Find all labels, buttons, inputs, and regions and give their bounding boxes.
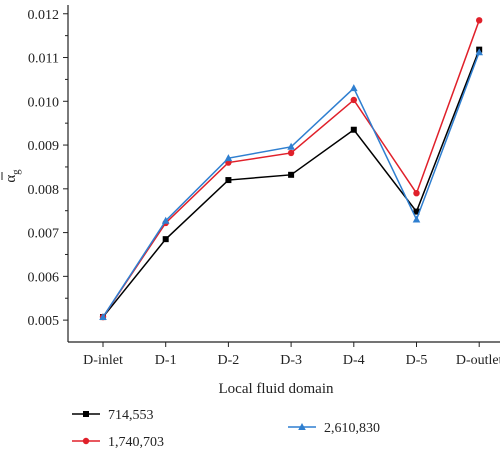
series-line	[102, 49, 480, 318]
legend-label: 714,553	[108, 408, 154, 423]
legend-label: 1,740,703	[108, 435, 164, 450]
legend-item: 1,740,703	[72, 435, 164, 450]
y-axis-title: αg	[1, 169, 22, 183]
legend-item: 2,610,830	[288, 421, 380, 436]
data-point	[224, 154, 233, 162]
y-tick-label: 0.009	[28, 139, 60, 154]
x-tick-label: D-1	[155, 353, 177, 368]
x-tick-label: D-inlet	[83, 353, 123, 368]
data-point	[350, 84, 358, 92]
y-tick-label: 0.005	[28, 314, 60, 329]
y-tick-label: 0.007	[28, 227, 60, 242]
y-ticks: 0.005 0.006 0.007 0.008 0.009 0.010 0.011 0.012	[28, 8, 68, 329]
data-point	[350, 96, 357, 104]
legend-marker	[82, 437, 90, 445]
y-tick-label: 0.006	[28, 270, 60, 285]
data-point	[225, 177, 232, 184]
series-1	[99, 17, 483, 321]
y-axis-title-base: α	[3, 175, 19, 183]
y-tick-label: 0.010	[28, 95, 60, 110]
data-point	[413, 189, 420, 197]
x-tick-label: D-2	[218, 353, 240, 368]
legend: 714,553 1,740,703 2,610,830	[72, 408, 380, 450]
y-axis-title-sub: g	[10, 169, 22, 175]
series-0	[100, 46, 483, 321]
y-tick-label: 0.012	[28, 8, 60, 23]
data-point	[161, 216, 170, 224]
y-tick-label: 0.008	[28, 183, 60, 198]
data-point	[475, 48, 483, 56]
data-point	[288, 171, 295, 178]
svg-text:αg: αg	[3, 169, 22, 183]
x-tick-label: D-3	[280, 353, 302, 368]
data-point	[413, 208, 420, 215]
data-point	[287, 142, 295, 150]
series-line	[102, 52, 480, 318]
data-point	[99, 313, 107, 321]
data-point	[162, 236, 169, 243]
x-axis-title: Local fluid domain	[219, 381, 334, 397]
series-line	[102, 20, 480, 318]
legend-marker	[298, 423, 306, 430]
data-point	[476, 17, 483, 24]
legend-label: 2,610,830	[324, 421, 380, 436]
data-point	[412, 215, 421, 223]
series-2	[99, 48, 483, 321]
y-tick-label: 0.011	[28, 52, 59, 67]
x-tick-label: D-outlet	[456, 353, 500, 368]
data-point	[350, 126, 357, 133]
plot-area: 0.005 0.006 0.007 0.008 0.009 0.010 0.011 0.012…	[28, 5, 500, 368]
x-tick-label: D-4	[343, 353, 365, 368]
legend-marker	[83, 411, 89, 417]
x-tick-label: D-5	[406, 353, 428, 368]
series-layer	[99, 17, 483, 321]
x-ticks: D-inlet D-1 D-2 D-3 D-4 D-5 D-outlet	[83, 342, 500, 368]
data-point	[287, 149, 295, 157]
legend-item: 714,553	[72, 408, 154, 423]
